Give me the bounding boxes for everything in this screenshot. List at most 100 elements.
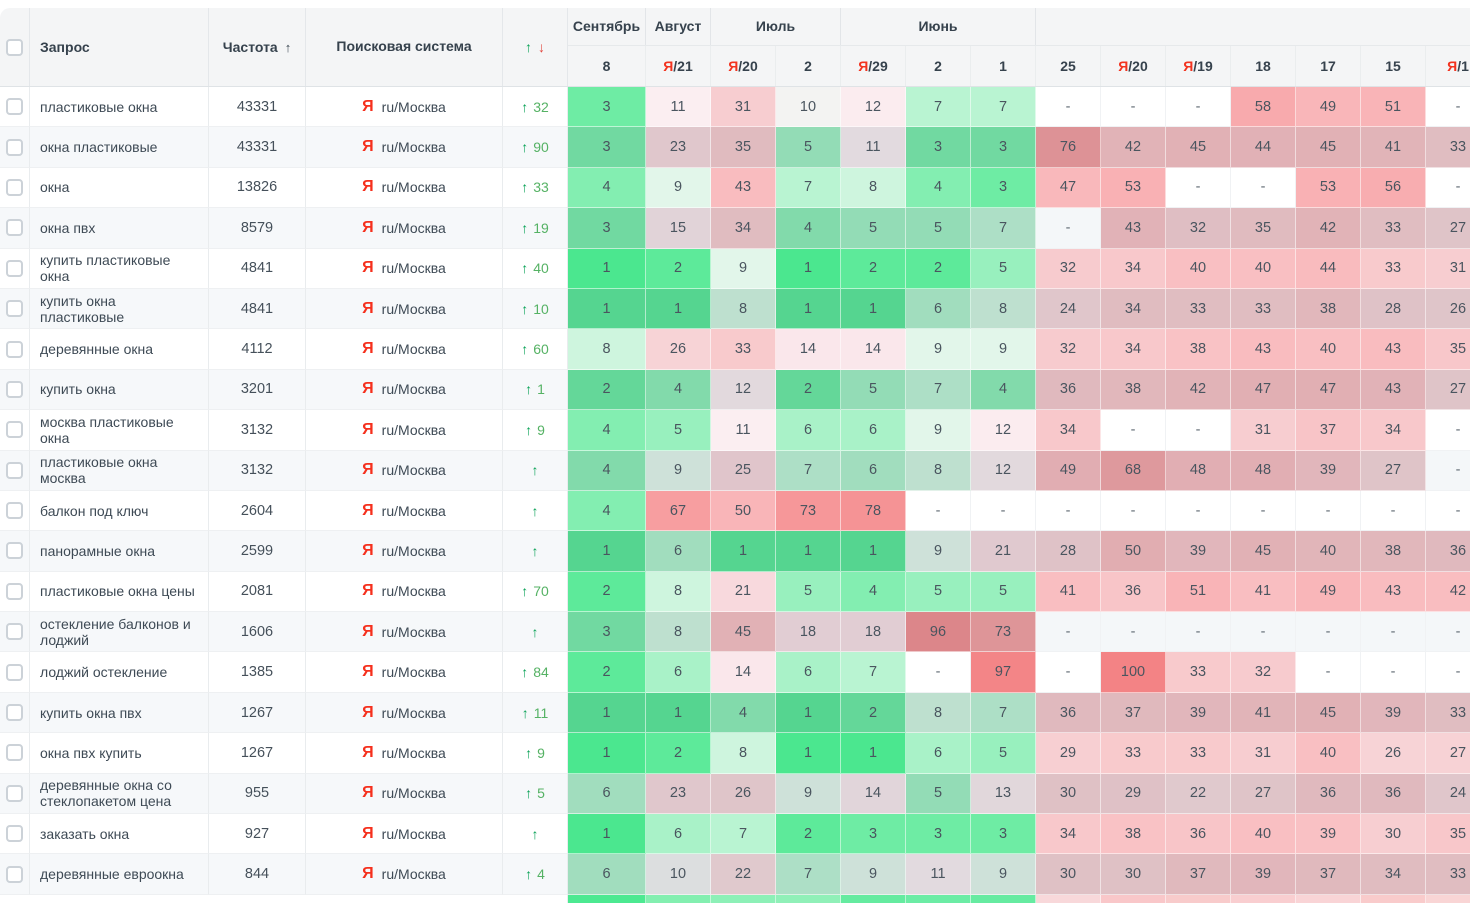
query-cell: остекление балконов и лоджий xyxy=(30,612,209,653)
row-checkbox[interactable] xyxy=(6,663,23,681)
change-cell: ↑ 60 xyxy=(503,329,568,370)
yandex-icon: Я xyxy=(362,541,374,559)
position-cell: 7 xyxy=(971,87,1036,128)
row-checkbox[interactable] xyxy=(6,178,23,196)
change-cell: ↑ 33 xyxy=(503,167,568,209)
position-cell: 21 xyxy=(971,531,1036,572)
position-cell: 10 xyxy=(776,87,841,128)
position-cell: 1 xyxy=(776,248,841,289)
date-column-header: Я/21 xyxy=(646,45,711,86)
position-cell: 31 xyxy=(1231,410,1296,451)
row-checkbox[interactable] xyxy=(6,502,23,520)
position-cell: 34 xyxy=(1361,854,1426,895)
yandex-icon: Я xyxy=(362,178,374,196)
query-cell: заказать окна xyxy=(30,814,209,855)
yandex-icon: Я xyxy=(362,259,374,277)
position-cell: 38 xyxy=(1101,814,1166,855)
row-checkbox[interactable] xyxy=(6,340,23,358)
select-all-checkbox[interactable] xyxy=(6,38,23,56)
position-cell: 33 xyxy=(1361,248,1426,289)
row-checkbox[interactable] xyxy=(6,138,23,156)
row-checkbox[interactable] xyxy=(6,623,23,641)
position-cell: - xyxy=(1426,612,1470,653)
frequency-column-header[interactable]: Частота ↑ xyxy=(209,8,306,86)
position-cell: 33 xyxy=(1426,127,1470,168)
position-cell: 33 xyxy=(1231,288,1296,330)
row-checkbox-cell xyxy=(0,773,30,815)
position-cell: 4 xyxy=(711,692,776,734)
frequency-cell: 43331 xyxy=(209,127,306,168)
position-cell: 42 xyxy=(1101,127,1166,168)
position-cell: 4 xyxy=(568,167,646,209)
position-cell: 38 xyxy=(1101,369,1166,411)
partial-position-cell xyxy=(1296,894,1361,903)
position-cell: 4 xyxy=(906,167,971,209)
position-cell: 1 xyxy=(568,814,646,855)
position-cell: 1 xyxy=(646,692,711,734)
row-checkbox[interactable] xyxy=(6,219,23,237)
position-cell: 7 xyxy=(906,87,971,128)
change-up-icon: ↑ xyxy=(521,300,529,317)
position-cell: 67 xyxy=(646,490,711,532)
position-cell: 39 xyxy=(1296,814,1361,855)
frequency-cell: 3132 xyxy=(209,410,306,451)
position-cell: 26 xyxy=(646,329,711,370)
position-cell: 9 xyxy=(906,531,971,572)
row-checkbox[interactable] xyxy=(6,461,23,479)
engine-region-label: ru/Москва xyxy=(381,462,446,479)
position-cell: 44 xyxy=(1231,127,1296,168)
query-cell: панорамные окна xyxy=(30,531,209,572)
position-cell: 43 xyxy=(1361,571,1426,613)
arrow-up-icon: ↑ xyxy=(525,39,532,55)
position-cell: 49 xyxy=(1036,450,1101,491)
position-cell: 9 xyxy=(971,329,1036,370)
position-cell: 43 xyxy=(1231,329,1296,370)
date-column-header: 17 xyxy=(1296,45,1361,86)
change-cell: ↑ 1 xyxy=(503,369,568,411)
row-checkbox[interactable] xyxy=(6,98,23,116)
engine-region-label: ru/Москва xyxy=(381,219,446,236)
change-value: 60 xyxy=(533,341,549,358)
row-checkbox[interactable] xyxy=(6,582,23,600)
position-cell: 6 xyxy=(906,733,971,774)
position-cell: 7 xyxy=(971,208,1036,249)
row-checkbox[interactable] xyxy=(6,542,23,560)
position-cell: 6 xyxy=(646,531,711,572)
row-checkbox[interactable] xyxy=(6,744,23,762)
arrow-down-icon: ↓ xyxy=(538,39,545,55)
frequency-cell: 4841 xyxy=(209,288,306,330)
position-cell: 38 xyxy=(1296,288,1361,330)
row-checkbox[interactable] xyxy=(6,865,23,883)
row-checkbox[interactable] xyxy=(6,300,23,318)
month-groups-row: Сентябрь Август Июль Июнь xyxy=(568,8,1470,46)
position-cell: 53 xyxy=(1296,167,1361,209)
position-cell: 45 xyxy=(1166,127,1231,168)
row-checkbox[interactable] xyxy=(6,825,23,843)
query-cell: окна пвх купить xyxy=(30,733,209,774)
position-cell: 48 xyxy=(1231,450,1296,491)
position-cell: 33 xyxy=(711,329,776,370)
row-checkbox[interactable] xyxy=(6,784,23,802)
query-column-label: Запрос xyxy=(40,39,90,55)
query-cell: пластиковые окна цены xyxy=(30,571,209,613)
row-checkbox[interactable] xyxy=(6,259,23,277)
change-cell: ↑ 84 xyxy=(503,652,568,693)
position-cell: 11 xyxy=(711,410,776,451)
position-cell: 50 xyxy=(711,490,776,532)
row-checkbox[interactable] xyxy=(6,380,23,398)
position-cell: 43 xyxy=(1361,329,1426,370)
row-checkbox[interactable] xyxy=(6,421,23,439)
row-checkbox-cell xyxy=(0,248,30,289)
date-column-header: 8 xyxy=(568,45,646,86)
change-cell: ↑ xyxy=(503,490,568,532)
partial-position-cell xyxy=(906,894,971,903)
change-column-header[interactable]: ↑ ↓ xyxy=(503,8,568,86)
row-checkbox[interactable] xyxy=(6,704,23,722)
